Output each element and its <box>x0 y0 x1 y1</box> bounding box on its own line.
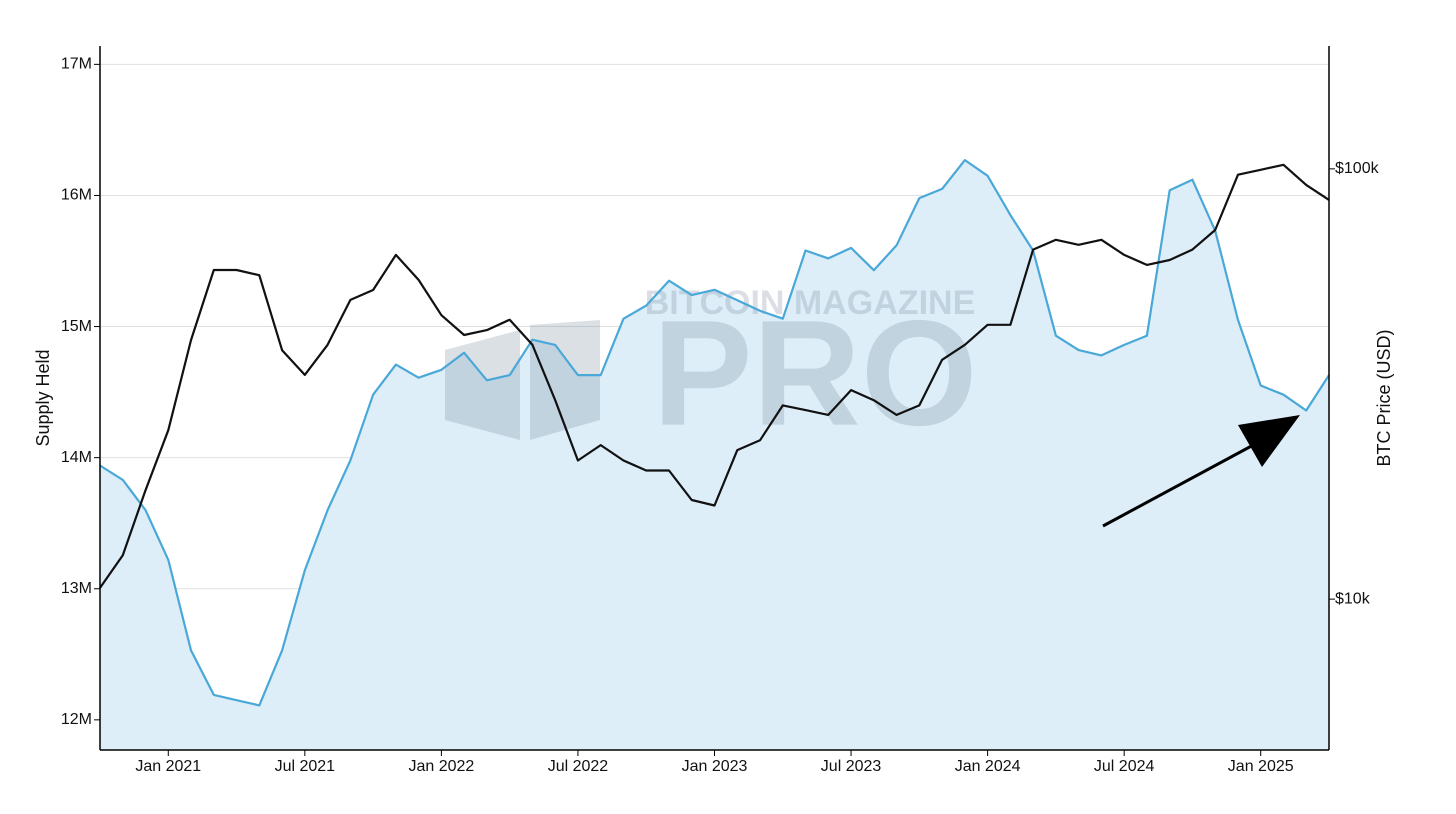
x-tick-label: Jan 2023 <box>682 758 748 775</box>
x-tick-label: Jul 2023 <box>821 758 882 775</box>
watermark-logo <box>445 330 520 440</box>
x-tick-label: Jan 2021 <box>135 758 201 775</box>
y-axis-title: Supply Held <box>33 349 53 446</box>
line <box>99 159 1330 707</box>
x-tick-label: Jan 2022 <box>408 758 474 775</box>
y2-axis-title: BTC Price (USD) <box>1374 329 1394 466</box>
watermark-logo <box>530 320 600 440</box>
y-tick-label: 15M <box>61 318 92 335</box>
x-tick-label: Jan 2024 <box>955 758 1021 775</box>
y-tick-label: 13M <box>61 580 92 597</box>
x-tick-label: Jan 2025 <box>1228 758 1294 775</box>
y-tick-label: 17M <box>61 56 92 73</box>
arrow-head <box>1238 415 1300 467</box>
y-tick-label: 12M <box>61 711 92 728</box>
y-tick-label: 14M <box>61 449 92 466</box>
watermark-text: BITCOIN MAGAZINE <box>645 284 976 322</box>
x-tick-label: Jul 2021 <box>275 758 336 775</box>
y2-tick-label: $100k <box>1335 160 1380 177</box>
line <box>99 163 1330 589</box>
plot <box>100 63 1329 751</box>
watermark: BITCOIN MAGAZINE PRO <box>445 284 978 457</box>
x-tick-label: Jul 2022 <box>548 758 609 775</box>
watermark-text: PRO <box>652 289 977 457</box>
area-fill <box>100 160 1329 751</box>
y2-tick-label: $10k <box>1335 590 1371 607</box>
x-tick-label: Jul 2024 <box>1094 758 1155 775</box>
y-tick-label: 16M <box>61 187 92 204</box>
arrow-shaft <box>1102 434 1271 528</box>
annotation-arrow <box>1102 415 1300 528</box>
